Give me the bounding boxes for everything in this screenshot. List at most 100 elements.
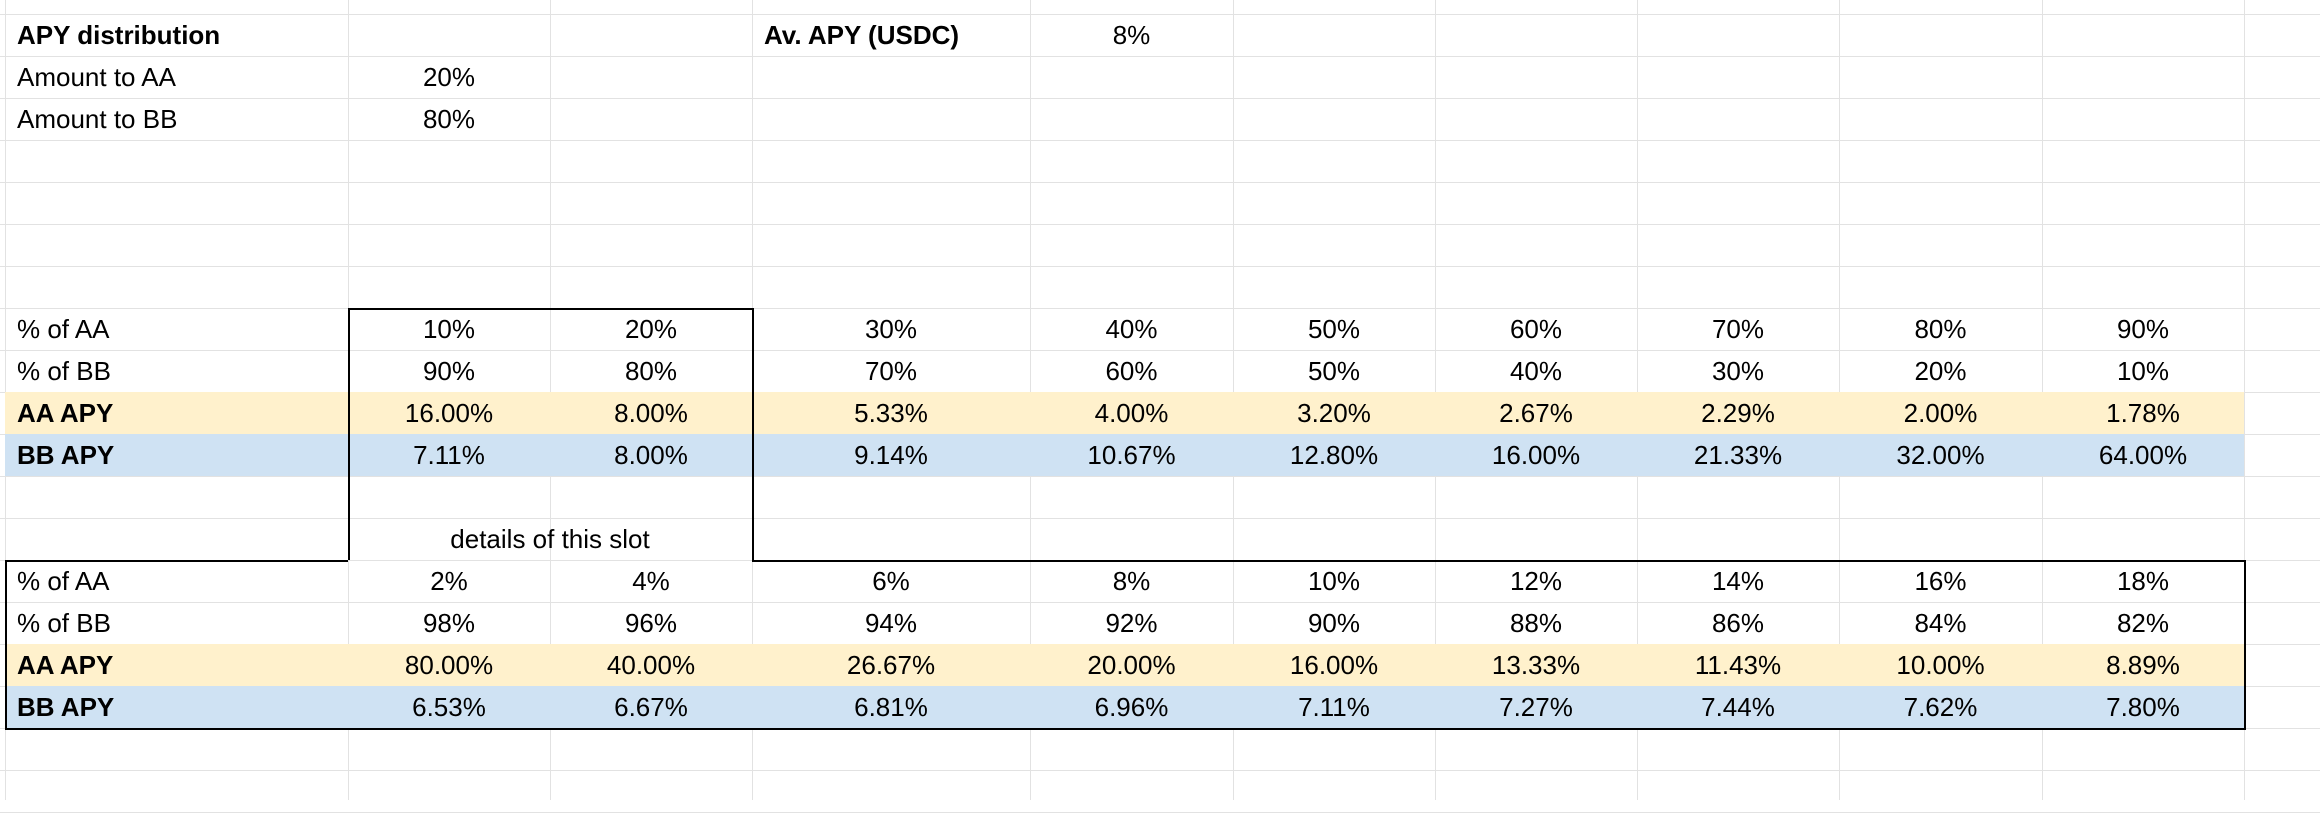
- value-cell[interactable]: 4%: [632, 565, 670, 596]
- grid-row-line: [0, 56, 2320, 57]
- value-cell[interactable]: 50%: [1307, 355, 1361, 386]
- value-cell[interactable]: 30%: [1711, 355, 1765, 386]
- value-cell[interactable]: 86%: [1711, 607, 1765, 638]
- title-cell[interactable]: APY distribution: [17, 19, 221, 50]
- grid-row-line: [0, 14, 2320, 15]
- row-label-cell[interactable]: BB APY: [17, 691, 115, 722]
- value-cell[interactable]: 7.11%: [413, 439, 485, 470]
- value-cell[interactable]: 6.96%: [1094, 691, 1169, 722]
- value-cell[interactable]: 20%: [624, 313, 678, 344]
- row-label-cell[interactable]: % of BB: [17, 355, 111, 386]
- value-cell[interactable]: 70%: [1711, 313, 1765, 344]
- value-cell[interactable]: 10.67%: [1087, 439, 1176, 470]
- grid-row-line: [0, 476, 2320, 477]
- row-label-cell[interactable]: % of AA: [17, 565, 110, 596]
- value-cell[interactable]: 6.81%: [854, 691, 928, 722]
- row-label-cell[interactable]: AA APY: [17, 397, 114, 428]
- value-cell[interactable]: 16.00%: [1491, 439, 1581, 470]
- grid-row-line: [0, 266, 2320, 267]
- grid-row-line: [0, 140, 2320, 141]
- value-cell[interactable]: 2%: [430, 565, 468, 596]
- value-cell[interactable]: 82%: [2116, 607, 2170, 638]
- value-cell[interactable]: 11.43%: [1694, 649, 1782, 680]
- value-cell[interactable]: 30%: [864, 313, 918, 344]
- value-cell[interactable]: 5.33%: [854, 397, 928, 428]
- row-label-cell[interactable]: % of AA: [17, 313, 110, 344]
- row-label-cell[interactable]: % of BB: [17, 607, 111, 638]
- value-cell[interactable]: 2.00%: [1903, 397, 1978, 428]
- amount-aa-value-cell[interactable]: 20%: [422, 61, 476, 92]
- value-cell[interactable]: 10%: [422, 313, 476, 344]
- row-fill-yellow: [5, 644, 2244, 686]
- value-cell[interactable]: 18%: [2116, 565, 2170, 596]
- value-cell[interactable]: 92%: [1105, 607, 1158, 638]
- value-cell[interactable]: 40.00%: [606, 649, 696, 680]
- value-cell[interactable]: 16.00%: [404, 397, 494, 428]
- value-cell[interactable]: 12.80%: [1289, 439, 1379, 470]
- value-cell[interactable]: 16.00%: [1289, 649, 1379, 680]
- value-cell[interactable]: 2.29%: [1701, 397, 1775, 428]
- value-cell[interactable]: 12%: [1509, 565, 1563, 596]
- details-label-cell[interactable]: details of this slot: [450, 523, 650, 554]
- value-cell[interactable]: 14%: [1711, 565, 1765, 596]
- value-cell[interactable]: 98%: [422, 607, 476, 638]
- value-cell[interactable]: 64.00%: [2098, 439, 2188, 470]
- value-cell[interactable]: 32.00%: [1896, 439, 1985, 470]
- value-cell[interactable]: 20.00%: [1087, 649, 1176, 680]
- value-cell[interactable]: 1.78%: [2106, 397, 2180, 428]
- value-cell[interactable]: 3.20%: [1297, 397, 1371, 428]
- value-cell[interactable]: 94%: [864, 607, 918, 638]
- row-fill-blue: [5, 434, 2244, 476]
- value-cell[interactable]: 7.27%: [1499, 691, 1573, 722]
- value-cell[interactable]: 8.00%: [614, 397, 688, 428]
- value-cell[interactable]: 10%: [1307, 565, 1361, 596]
- value-cell[interactable]: 2.67%: [1499, 397, 1573, 428]
- value-cell[interactable]: 6.67%: [614, 691, 688, 722]
- value-cell[interactable]: 6%: [872, 565, 910, 596]
- value-cell[interactable]: 7.11%: [1298, 691, 1370, 722]
- value-cell[interactable]: 13.33%: [1491, 649, 1581, 680]
- value-cell[interactable]: 80.00%: [404, 649, 494, 680]
- value-cell[interactable]: 20%: [1914, 355, 1967, 386]
- value-cell[interactable]: 90%: [1307, 607, 1361, 638]
- av-apy-label-cell[interactable]: Av. APY (USDC): [764, 19, 960, 50]
- value-cell[interactable]: 80%: [1914, 313, 1967, 344]
- grid-row-line: [0, 350, 2320, 351]
- value-cell[interactable]: 8%: [1112, 565, 1151, 596]
- value-cell[interactable]: 84%: [1914, 607, 1967, 638]
- value-cell[interactable]: 21.33%: [1693, 439, 1783, 470]
- value-cell[interactable]: 40%: [1509, 355, 1563, 386]
- value-cell[interactable]: 7.80%: [2106, 691, 2180, 722]
- value-cell[interactable]: 70%: [864, 355, 918, 386]
- value-cell[interactable]: 50%: [1307, 313, 1361, 344]
- value-cell[interactable]: 10%: [2116, 355, 2170, 386]
- value-cell[interactable]: 80%: [624, 355, 678, 386]
- value-cell[interactable]: 7.62%: [1903, 691, 1978, 722]
- grid-row-line: [0, 98, 2320, 99]
- value-cell[interactable]: 8.00%: [614, 439, 688, 470]
- grid-column-line: [2244, 0, 2245, 800]
- value-cell[interactable]: 10.00%: [1896, 649, 1985, 680]
- value-cell[interactable]: 7.44%: [1701, 691, 1775, 722]
- grid-row-line: [0, 770, 2320, 771]
- row-label-cell[interactable]: AA APY: [17, 649, 114, 680]
- value-cell[interactable]: 90%: [2116, 313, 2170, 344]
- value-cell[interactable]: 8.89%: [2106, 649, 2180, 680]
- av-apy-value-cell[interactable]: 8%: [1112, 19, 1151, 50]
- value-cell[interactable]: 60%: [1105, 355, 1158, 386]
- row-label-cell[interactable]: BB APY: [17, 439, 115, 470]
- value-cell[interactable]: 9.14%: [854, 439, 928, 470]
- amount-aa-label-cell[interactable]: Amount to AA: [17, 61, 176, 92]
- value-cell[interactable]: 26.67%: [846, 649, 936, 680]
- amount-bb-value-cell[interactable]: 80%: [422, 103, 476, 134]
- value-cell[interactable]: 16%: [1914, 565, 1967, 596]
- value-cell[interactable]: 40%: [1105, 313, 1158, 344]
- amount-bb-label-cell[interactable]: Amount to BB: [17, 103, 178, 134]
- value-cell[interactable]: 60%: [1509, 313, 1563, 344]
- value-cell[interactable]: 6.53%: [412, 691, 486, 722]
- value-cell[interactable]: 96%: [624, 607, 678, 638]
- value-cell[interactable]: 90%: [422, 355, 476, 386]
- value-cell[interactable]: 4.00%: [1094, 397, 1169, 428]
- value-cell[interactable]: 88%: [1509, 607, 1563, 638]
